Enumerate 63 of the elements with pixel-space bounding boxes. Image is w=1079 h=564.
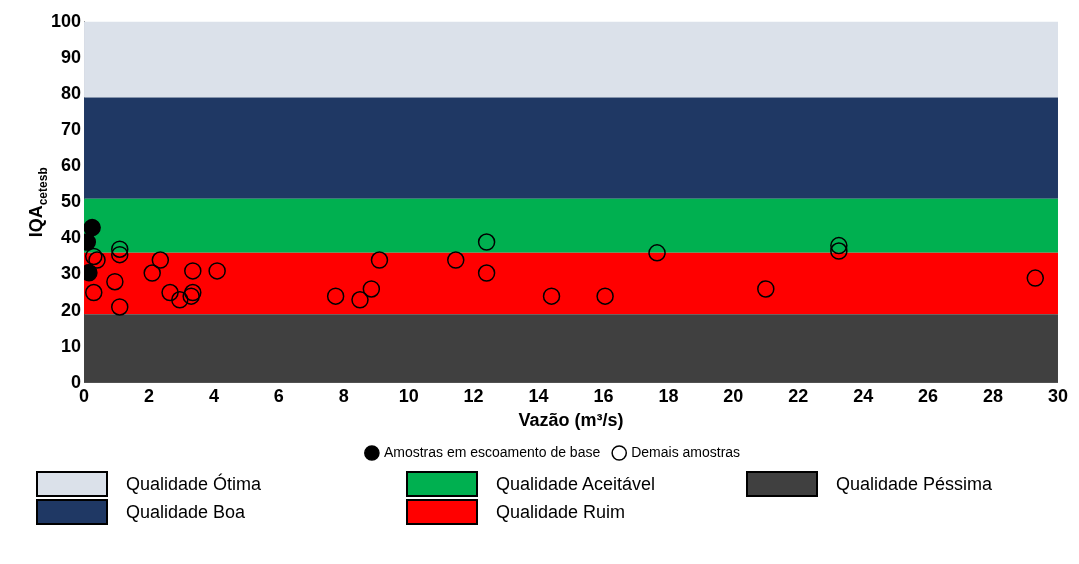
point <box>362 280 381 298</box>
point <box>370 251 389 269</box>
point <box>208 262 226 280</box>
legend-label: Qualidade Ruim <box>496 501 626 523</box>
x-tick-label: 6 <box>273 385 284 406</box>
x-tick-label: 10 <box>398 385 419 406</box>
point <box>326 287 345 305</box>
point <box>596 287 614 305</box>
y-tick-label: 50 <box>61 191 82 212</box>
point <box>542 287 561 305</box>
x-tick-label: 2 <box>143 385 154 406</box>
x-tick-label: 28 <box>983 385 1004 406</box>
x-tick-label: 24 <box>853 385 874 406</box>
point <box>184 262 202 280</box>
y-tick-label: 80 <box>61 82 82 103</box>
legend-label: Qualidade Boa <box>126 501 246 523</box>
point <box>477 264 496 282</box>
point <box>182 287 200 305</box>
point <box>161 283 179 302</box>
y-axis-title: IQAcetesb <box>26 167 50 238</box>
point <box>110 298 129 316</box>
point <box>110 245 129 264</box>
point <box>110 240 129 258</box>
legend-label: Qualidade Péssima <box>836 473 993 495</box>
x-tick-label: 16 <box>593 385 614 406</box>
point <box>88 251 106 269</box>
x-tick-label: 22 <box>788 385 809 406</box>
x-axis-title: Vazão (m³/s) <box>518 410 624 431</box>
y-tick-label: 90 <box>61 46 82 67</box>
point <box>184 283 202 302</box>
x-tick-label: 12 <box>463 385 484 406</box>
point <box>830 242 848 260</box>
point <box>757 280 775 298</box>
point <box>171 291 189 309</box>
point <box>447 251 465 269</box>
point <box>85 247 103 266</box>
x-tick-label: 4 <box>208 385 219 406</box>
point <box>85 283 103 302</box>
y-tick-label: 10 <box>61 335 82 356</box>
point <box>151 251 170 269</box>
y-tick-label: 100 <box>50 10 82 31</box>
x-tick-label: 14 <box>528 385 549 406</box>
legend-label: Demais amostras <box>631 443 741 460</box>
x-tick-label: 26 <box>918 385 939 406</box>
point <box>648 244 666 262</box>
x-tick-label: 18 <box>658 385 679 406</box>
y-tick-label: 20 <box>61 299 82 320</box>
legend-label: Qualidade Ótima <box>126 473 262 495</box>
point <box>830 236 848 255</box>
y-tick-label: 70 <box>61 119 82 140</box>
x-tick-label: 30 <box>1047 385 1068 406</box>
point <box>1026 269 1045 287</box>
legend-label: Qualidade Aceitável <box>496 473 656 495</box>
point <box>106 272 124 291</box>
point <box>477 233 496 251</box>
y-tick-label: 40 <box>61 227 82 248</box>
y-tick-label: 60 <box>61 155 82 176</box>
legend-label: Amostras em escoamento de base <box>383 443 601 460</box>
x-tick-label: 20 <box>723 385 744 406</box>
point <box>143 264 161 282</box>
x-tick-label: 8 <box>338 385 349 406</box>
y-tick-label: 30 <box>61 263 82 284</box>
point <box>351 291 369 309</box>
